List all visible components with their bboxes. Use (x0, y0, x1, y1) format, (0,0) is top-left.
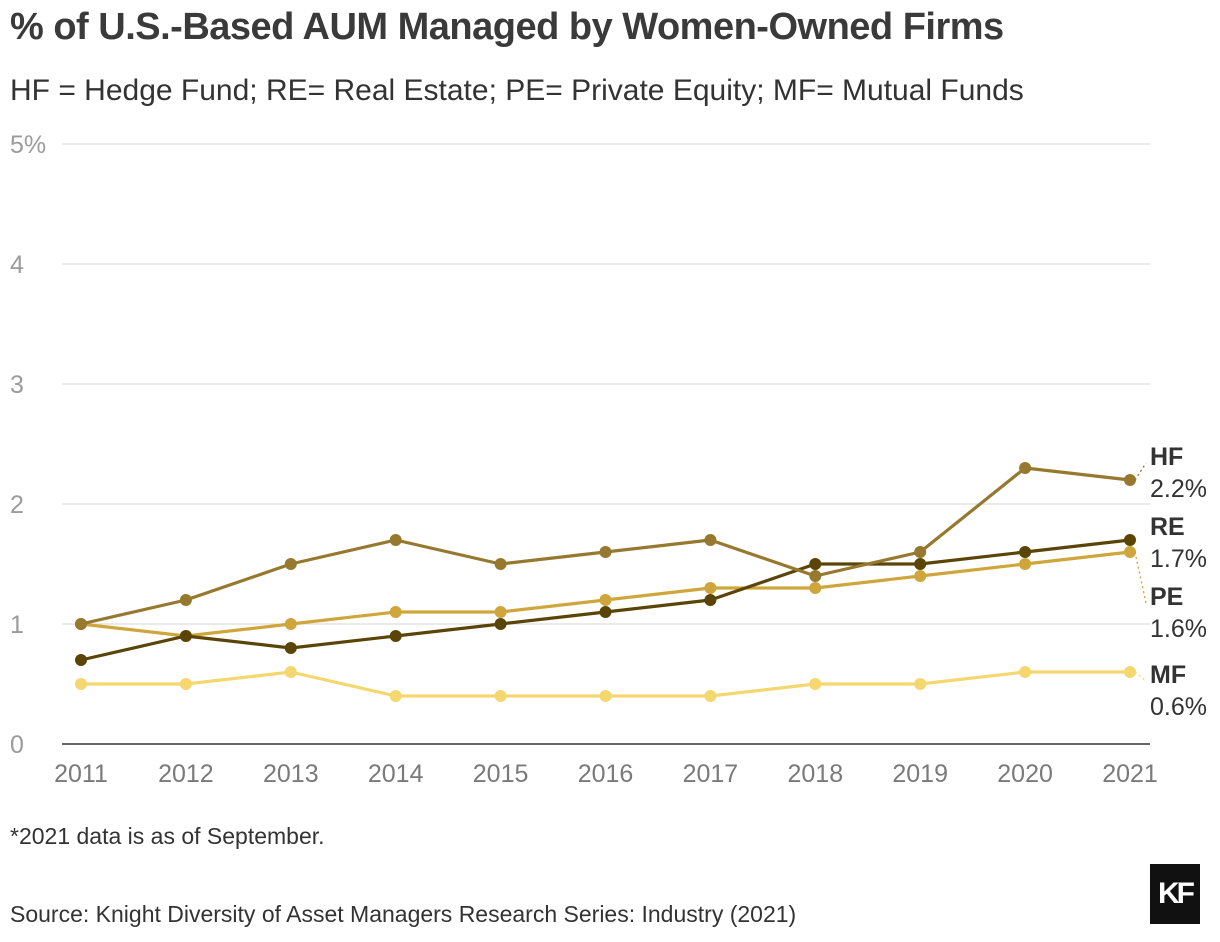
data-point-re (494, 618, 507, 630)
data-point-hf (1124, 474, 1136, 486)
data-point-pe (599, 594, 612, 606)
x-tick-label: 2015 (473, 760, 529, 788)
x-tick-label: 2013 (263, 760, 319, 788)
y-tick-label: 2 (10, 491, 24, 519)
series-end-value-pe: 1.6% (1150, 615, 1207, 643)
series-name-hf: HF (1150, 443, 1183, 471)
data-point-re (599, 606, 612, 618)
source-note: Source: Knight Diversity of Asset Manage… (10, 901, 797, 927)
data-point-hf (494, 558, 507, 570)
x-tick-label: 2018 (787, 760, 843, 788)
data-point-re (809, 558, 822, 570)
data-point-re (75, 654, 87, 666)
y-tick-label: 3 (10, 371, 24, 399)
data-point-pe (1124, 546, 1136, 558)
y-tick-label: 4 (10, 251, 24, 279)
y-tick-label: 5% (10, 131, 46, 159)
data-point-mf (389, 690, 402, 702)
line-chart: 0 1 2 3 4 5% 2011 2012 2013 2014 2015 2016 2017 2018 2… (10, 131, 1207, 788)
chart-subtitle: HF = Hedge Fund; RE= Real Estate; PE= Pr… (10, 74, 1024, 107)
series-end-value-mf: 0.6% (1150, 693, 1207, 721)
label-leader-pe (1134, 551, 1147, 604)
data-point-pe (914, 570, 927, 582)
x-tick-label: 2011 (54, 760, 108, 788)
y-tick-label: 0 (10, 731, 24, 759)
x-tick-label: 2014 (368, 760, 424, 788)
x-tick-label: 2020 (997, 760, 1053, 788)
data-point-mf (599, 690, 612, 702)
x-tick-label: 2021 (1102, 760, 1158, 788)
data-point-re (704, 594, 717, 606)
data-point-mf (809, 678, 822, 690)
data-point-hf (914, 546, 927, 558)
data-point-hf (704, 534, 717, 546)
x-tick-label: 2016 (578, 760, 634, 788)
data-point-mf (75, 678, 87, 690)
data-point-re (1019, 546, 1032, 558)
data-point-re (179, 630, 192, 642)
data-point-pe (389, 606, 402, 618)
data-point-mf (284, 666, 297, 678)
data-point-mf (704, 690, 717, 702)
data-point-mf (1019, 666, 1032, 678)
data-point-hf (389, 534, 402, 546)
data-point-re (914, 558, 927, 570)
data-point-hf (75, 618, 87, 630)
data-point-pe (1019, 558, 1032, 570)
kf-logo: KF (1150, 864, 1200, 924)
label-leader-hf (1134, 462, 1147, 481)
x-tick-label: 2012 (158, 760, 214, 788)
x-tick-label: 2017 (683, 760, 739, 788)
footnote: *2021 data is as of September. (10, 823, 325, 849)
data-point-pe (284, 618, 297, 630)
data-point-re (389, 630, 402, 642)
data-point-hf (599, 546, 612, 558)
data-point-pe (704, 582, 717, 594)
data-point-pe (494, 606, 507, 618)
data-point-mf (914, 678, 927, 690)
data-point-re (284, 642, 297, 654)
data-point-hf (179, 594, 192, 606)
x-tick-label: 2019 (892, 760, 948, 788)
series-name-mf: MF (1150, 661, 1186, 689)
label-leader-mf (1134, 671, 1147, 682)
data-point-pe (809, 582, 822, 594)
y-tick-label: 1 (10, 611, 24, 639)
data-point-mf (179, 678, 192, 690)
chart-title: % of U.S.-Based AUM Managed by Women-Own… (10, 6, 1004, 48)
data-point-mf (494, 690, 507, 702)
data-point-hf (284, 558, 297, 570)
data-point-re (1124, 534, 1136, 546)
data-point-hf (1019, 462, 1032, 474)
series-end-value-re: 1.7% (1150, 545, 1207, 573)
data-point-mf (1124, 666, 1136, 678)
data-point-hf (809, 570, 822, 582)
series-end-value-hf: 2.2% (1150, 475, 1207, 503)
series-name-pe: PE (1150, 583, 1183, 611)
series-name-re: RE (1150, 513, 1185, 541)
